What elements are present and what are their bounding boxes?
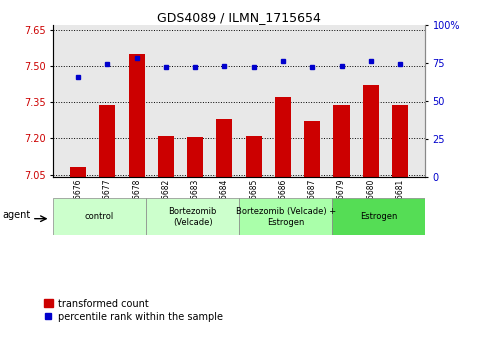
Bar bbox=[70, 167, 86, 177]
Title: GDS4089 / ILMN_1715654: GDS4089 / ILMN_1715654 bbox=[157, 11, 321, 24]
Bar bbox=[333, 104, 350, 177]
Text: Bortezomib
(Velcade): Bortezomib (Velcade) bbox=[169, 207, 217, 227]
Bar bbox=[275, 97, 291, 177]
Bar bbox=[332, 198, 425, 235]
Bar bbox=[187, 137, 203, 177]
Text: control: control bbox=[85, 212, 114, 221]
Bar bbox=[392, 104, 408, 177]
Legend: transformed count, percentile rank within the sample: transformed count, percentile rank withi… bbox=[43, 299, 223, 321]
Bar bbox=[239, 198, 332, 235]
Bar bbox=[216, 119, 232, 177]
Bar bbox=[158, 136, 174, 177]
Bar bbox=[246, 136, 262, 177]
Bar bbox=[304, 121, 320, 177]
Text: agent: agent bbox=[3, 210, 31, 220]
Text: Estrogen: Estrogen bbox=[360, 212, 397, 221]
Bar bbox=[363, 85, 379, 177]
Bar bbox=[99, 104, 115, 177]
Bar bbox=[53, 198, 146, 235]
Text: Bortezomib (Velcade) +
Estrogen: Bortezomib (Velcade) + Estrogen bbox=[236, 207, 336, 227]
Bar bbox=[128, 54, 145, 177]
Bar bbox=[146, 198, 239, 235]
